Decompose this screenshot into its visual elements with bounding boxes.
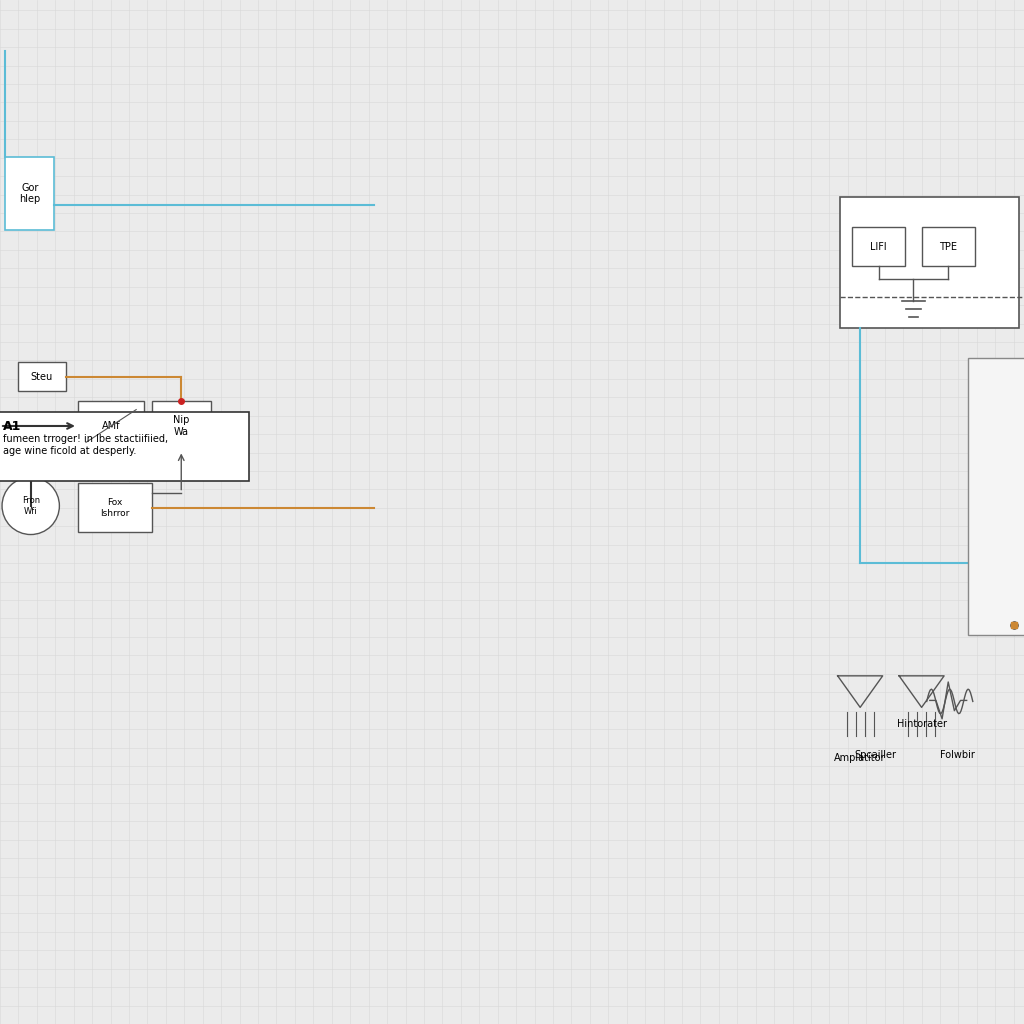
Text: Steu: Steu [31, 372, 53, 382]
Bar [852, 227, 905, 266]
Text: Spcailler: Spcailler [854, 750, 897, 760]
Text: Hintorater: Hintorater [897, 719, 946, 729]
Text: Folwbir: Folwbir [940, 750, 975, 760]
Text: Fox
Ishrror: Fox Ishrror [100, 499, 129, 517]
Text: LlFl: LlFl [870, 242, 887, 252]
Text: Nip
Wa: Nip Wa [173, 415, 189, 437]
Bar [18, 362, 66, 391]
Text: Fron
Wfi: Fron Wfi [22, 497, 40, 515]
Bar [152, 401, 211, 451]
Circle shape [2, 477, 59, 535]
Text: fumeen trroger! in lbe stactiifiied,
age wine ficold at desperly.: fumeen trroger! in lbe stactiifiied, age… [3, 434, 168, 456]
Text: Gor
hlep: Gor hlep [19, 182, 40, 205]
Bar [0, 412, 249, 481]
Bar [78, 401, 144, 451]
Bar [968, 358, 1024, 635]
Text: AMf: AMf [101, 421, 121, 431]
Bar [5, 157, 54, 230]
Text: Amplatitor: Amplatitor [835, 753, 886, 763]
Bar [78, 483, 152, 532]
Text: TPE: TPE [939, 242, 957, 252]
Text: A1: A1 [3, 420, 22, 433]
Bar [840, 197, 1019, 328]
Bar [922, 227, 975, 266]
